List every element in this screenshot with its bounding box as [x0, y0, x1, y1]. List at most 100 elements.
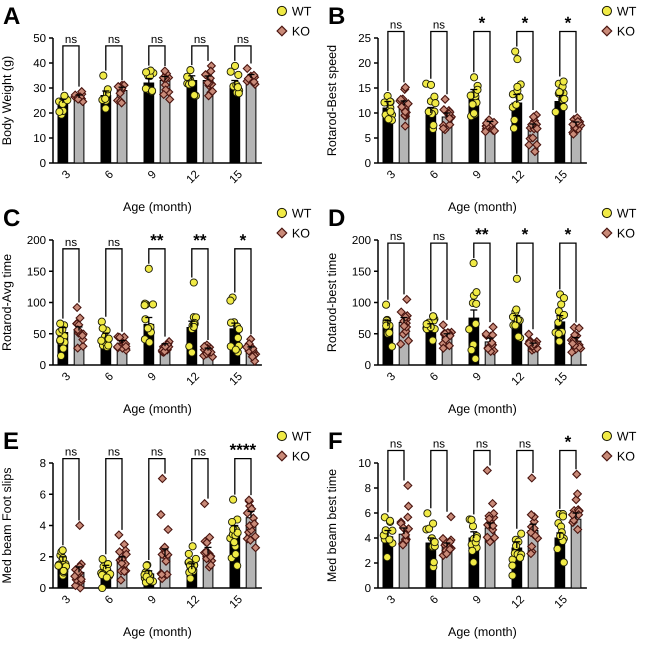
svg-text:ns: ns: [519, 438, 531, 450]
svg-text:12: 12: [509, 593, 527, 611]
svg-text:3: 3: [385, 169, 398, 182]
svg-text:200: 200: [27, 235, 46, 247]
svg-text:**: **: [475, 225, 489, 244]
svg-text:6: 6: [428, 593, 441, 606]
svg-text:6: 6: [428, 371, 441, 384]
svg-text:ns: ns: [390, 231, 402, 243]
svg-text:*: *: [522, 225, 529, 244]
svg-text:9: 9: [471, 593, 484, 606]
svg-text:WT: WT: [617, 5, 637, 19]
svg-text:0: 0: [40, 158, 46, 170]
svg-text:ns: ns: [194, 446, 206, 458]
svg-text:20: 20: [33, 108, 46, 120]
svg-text:ns: ns: [433, 231, 445, 243]
svg-text:ns: ns: [65, 237, 77, 249]
svg-text:100: 100: [27, 298, 46, 310]
svg-text:Rotarod-Best speed: Rotarod-Best speed: [325, 45, 339, 156]
svg-text:2: 2: [40, 551, 46, 563]
svg-text:B: B: [328, 3, 345, 30]
svg-text:KO: KO: [292, 25, 310, 39]
svg-text:4: 4: [365, 533, 372, 545]
svg-text:20: 20: [358, 58, 371, 70]
svg-text:0: 0: [365, 158, 371, 170]
svg-text:E: E: [3, 428, 19, 455]
svg-text:Med beam best time: Med beam best time: [325, 468, 339, 581]
svg-text:KO: KO: [617, 449, 635, 463]
svg-text:12: 12: [509, 371, 527, 389]
svg-text:ns: ns: [108, 237, 120, 249]
svg-text:ns: ns: [194, 34, 206, 46]
svg-text:15: 15: [227, 371, 245, 389]
svg-text:ns: ns: [151, 34, 163, 46]
svg-text:10: 10: [33, 133, 46, 145]
svg-text:KO: KO: [292, 227, 310, 241]
svg-text:WT: WT: [617, 429, 637, 443]
svg-text:3: 3: [385, 593, 398, 606]
svg-text:*: *: [240, 231, 247, 250]
svg-text:*: *: [565, 14, 572, 33]
svg-text:3: 3: [60, 593, 73, 606]
svg-text:3: 3: [385, 371, 398, 384]
svg-text:ns: ns: [433, 438, 445, 450]
svg-text:6: 6: [103, 593, 116, 606]
svg-text:9: 9: [146, 593, 159, 606]
svg-text:50: 50: [33, 329, 46, 341]
svg-text:ns: ns: [433, 20, 445, 32]
svg-text:KO: KO: [617, 227, 635, 241]
svg-text:WT: WT: [292, 5, 312, 19]
svg-text:12: 12: [509, 169, 527, 187]
svg-text:Rotarod-best time: Rotarod-best time: [325, 253, 339, 352]
svg-text:KO: KO: [292, 449, 310, 463]
svg-text:2: 2: [365, 558, 371, 570]
svg-text:15: 15: [552, 593, 570, 611]
svg-text:0: 0: [365, 583, 371, 595]
svg-text:9: 9: [146, 371, 159, 384]
svg-text:15: 15: [227, 593, 245, 611]
svg-text:3: 3: [60, 169, 73, 182]
svg-text:*: *: [479, 14, 486, 33]
svg-text:**: **: [193, 231, 207, 250]
svg-text:8: 8: [40, 458, 46, 470]
svg-text:6: 6: [103, 371, 116, 384]
svg-text:Rotarod-Avg time: Rotarod-Avg time: [0, 254, 14, 351]
svg-text:6: 6: [103, 169, 116, 182]
svg-text:ns: ns: [390, 438, 402, 450]
svg-text:9: 9: [146, 169, 159, 182]
svg-text:ns: ns: [476, 438, 488, 450]
svg-text:0: 0: [365, 360, 371, 372]
svg-text:Body Weight (g): Body Weight (g): [0, 56, 14, 145]
svg-text:0: 0: [40, 583, 46, 595]
svg-text:ns: ns: [237, 34, 249, 46]
svg-text:50: 50: [33, 33, 46, 45]
svg-text:*: *: [522, 14, 529, 33]
svg-text:40: 40: [33, 58, 46, 70]
svg-text:KO: KO: [617, 25, 635, 39]
svg-text:15: 15: [552, 371, 570, 389]
svg-text:30: 30: [33, 83, 46, 95]
svg-text:Med beam Foot slips: Med beam Foot slips: [0, 467, 14, 583]
svg-text:9: 9: [471, 371, 484, 384]
svg-text:50: 50: [358, 329, 371, 341]
svg-text:15: 15: [227, 169, 245, 187]
svg-text:0: 0: [40, 360, 46, 372]
svg-text:100: 100: [352, 298, 371, 310]
svg-text:200: 200: [352, 235, 371, 247]
svg-text:F: F: [328, 428, 343, 455]
svg-text:9: 9: [471, 169, 484, 182]
svg-text:Age (month): Age (month): [448, 402, 517, 416]
svg-text:25: 25: [358, 33, 371, 45]
svg-text:10: 10: [358, 458, 371, 470]
svg-text:15: 15: [552, 169, 570, 187]
svg-text:6: 6: [40, 489, 46, 501]
svg-text:6: 6: [365, 508, 371, 520]
svg-text:3: 3: [60, 371, 73, 384]
svg-text:12: 12: [184, 169, 202, 187]
svg-text:8: 8: [365, 483, 371, 495]
svg-text:15: 15: [358, 83, 371, 95]
svg-text:*: *: [565, 225, 572, 244]
svg-text:ns: ns: [108, 34, 120, 46]
svg-text:ns: ns: [65, 34, 77, 46]
svg-text:Age (month): Age (month): [123, 200, 192, 214]
svg-text:WT: WT: [292, 429, 312, 443]
svg-text:12: 12: [184, 593, 202, 611]
